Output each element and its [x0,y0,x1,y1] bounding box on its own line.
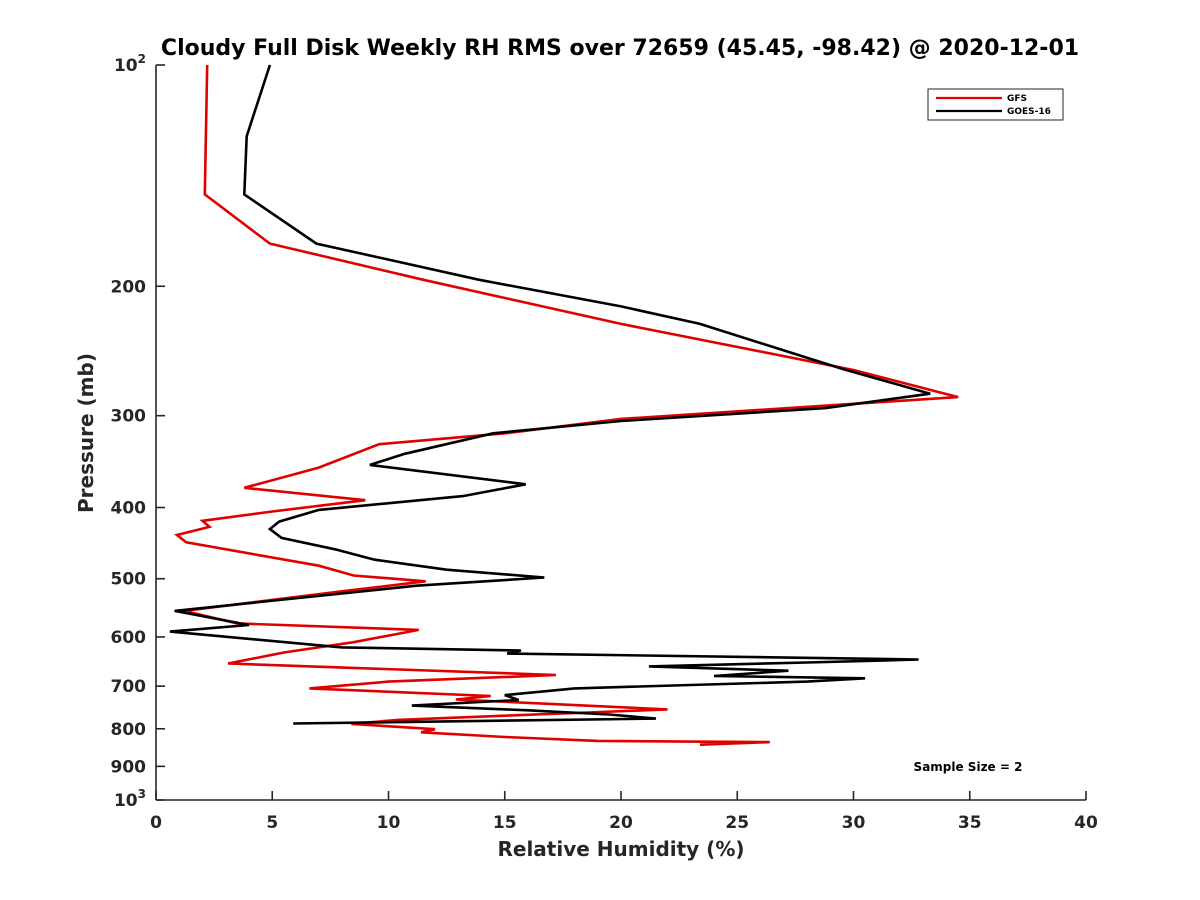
x-tick-label: 20 [609,813,633,833]
x-tick-label: 35 [958,813,982,833]
sample-size-annotation: Sample Size = 2 [914,760,1023,774]
y-tick-label: 200 [111,277,147,297]
x-tick-label: 15 [493,813,517,833]
x-tick-label: 0 [150,813,162,833]
legend-label-gfs: GFS [1007,94,1027,104]
y-tick-label: 400 [111,499,147,519]
x-tick-label: 10 [377,813,401,833]
legend: GFS GOES-16 [927,88,1064,121]
x-tick-label: 40 [1074,813,1098,833]
y-tick-label: 600 [111,628,147,648]
x-axis-label: Relative Humidity (%) [497,837,744,861]
x-tick-label: 30 [842,813,866,833]
series-line-gfs [174,64,959,746]
y-tick-label: 800 [111,720,147,740]
legend-label-goes16: GOES-16 [1007,107,1051,117]
y-tick-label: 102 [114,52,146,76]
y-tick-label: 900 [111,757,147,777]
y-tick-label: 500 [111,570,147,590]
y-ticks: 102 200 300 400 500 600 700 800 900 103 [111,52,165,811]
legend-box [927,88,1064,121]
series-lines [169,64,959,746]
chart-title: Cloudy Full Disk Weekly RH RMS over 7265… [161,36,1079,61]
x-tick-label: 25 [725,813,749,833]
y-tick-label: 700 [111,677,147,697]
series-line-goes16 [169,64,931,725]
y-tick-label: 103 [114,787,146,811]
x-tick-label: 5 [266,813,278,833]
y-tick-label: 300 [111,407,147,427]
y-axis-label: Pressure (mb) [74,353,98,513]
x-ticks: 0 5 10 15 20 25 30 35 40 [150,791,1098,833]
